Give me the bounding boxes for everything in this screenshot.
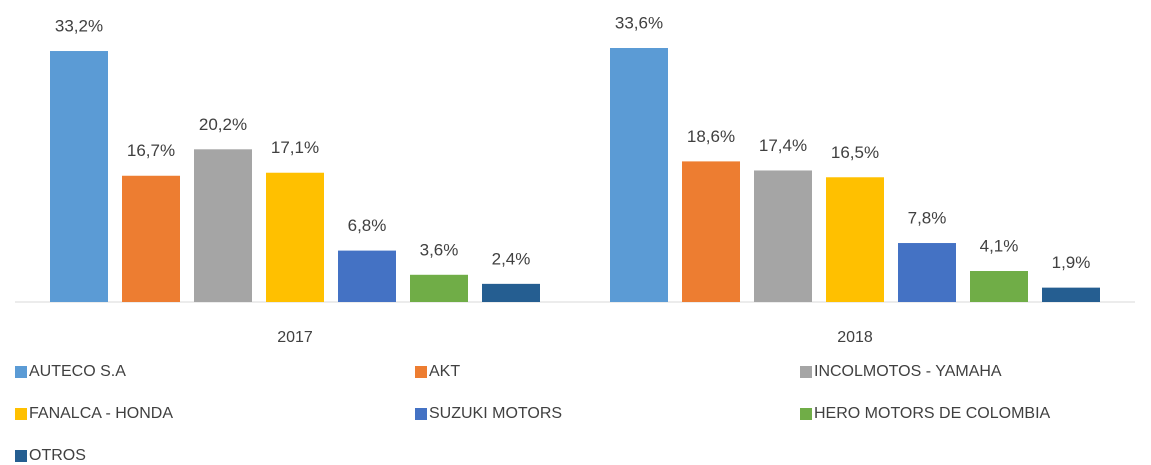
data-label: 17,1%	[271, 138, 319, 157]
bar	[826, 177, 884, 302]
data-label: 1,9%	[1052, 253, 1091, 272]
x-tick-label: 2018	[837, 329, 873, 346]
legend-swatch	[15, 450, 27, 462]
legend-swatch	[15, 408, 27, 420]
data-label: 17,4%	[759, 136, 807, 155]
bar	[338, 250, 396, 302]
data-label: 33,6%	[615, 13, 663, 32]
data-label: 4,1%	[980, 236, 1019, 255]
bar	[122, 175, 180, 302]
data-label: 33,2%	[55, 17, 103, 36]
bar	[194, 149, 252, 302]
bar	[1042, 287, 1100, 302]
data-label: 16,7%	[127, 141, 175, 160]
data-label: 3,6%	[420, 240, 459, 259]
data-label: 18,6%	[687, 127, 735, 146]
legend-label: INCOLMOTOS - YAMAHA	[814, 363, 1002, 380]
legend-swatch	[15, 366, 27, 378]
data-label: 7,8%	[908, 209, 947, 228]
bar	[754, 170, 812, 302]
legend-swatch	[800, 408, 812, 420]
legend-swatch	[800, 366, 812, 378]
bar	[482, 283, 540, 302]
bar	[266, 172, 324, 302]
data-label: 6,8%	[348, 216, 387, 235]
bar	[610, 48, 668, 302]
legend-swatch	[415, 408, 427, 420]
data-label: 2,4%	[492, 249, 531, 268]
data-label: 20,2%	[199, 115, 247, 134]
legend-label: SUZUKI MOTORS	[429, 405, 562, 422]
legend-label: OTROS	[29, 447, 86, 464]
legend-label: AKT	[429, 363, 460, 380]
bar	[898, 243, 956, 302]
bar	[682, 161, 740, 302]
bar	[410, 274, 468, 302]
bar	[970, 271, 1028, 302]
legend-label: FANALCA - HONDA	[29, 405, 173, 422]
data-label: 16,5%	[831, 143, 879, 162]
x-tick-label: 2017	[277, 329, 313, 346]
bar	[50, 51, 108, 303]
legend-label: AUTECO S.A	[29, 363, 126, 380]
legend-swatch	[415, 366, 427, 378]
legend-label: HERO MOTORS DE COLOMBIA	[814, 405, 1051, 422]
